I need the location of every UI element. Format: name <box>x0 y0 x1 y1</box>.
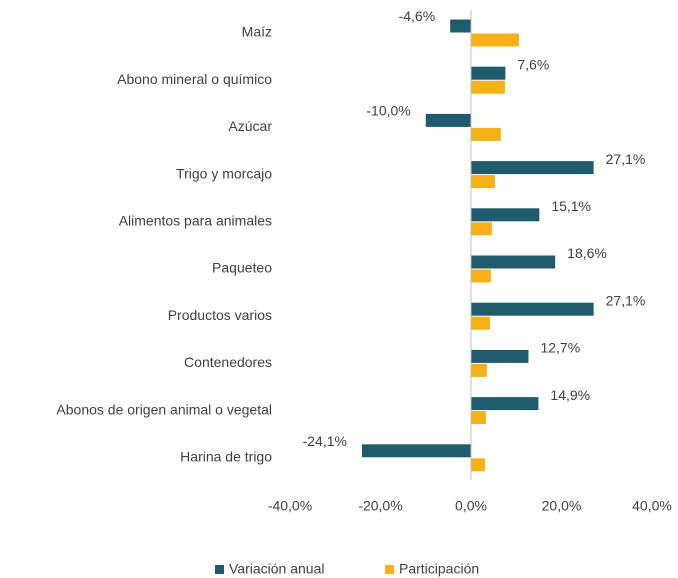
bar <box>471 127 501 141</box>
category-label: Productos varios <box>168 307 272 323</box>
bar <box>471 302 594 316</box>
data-label: 12,7% <box>540 340 580 356</box>
bar <box>450 19 471 33</box>
bar <box>471 349 529 363</box>
bar <box>471 222 492 236</box>
x-tick-label: 20,0% <box>542 498 582 514</box>
bar <box>471 363 487 377</box>
data-label: 27,1% <box>606 292 646 308</box>
x-tick-label: -40,0% <box>268 498 312 514</box>
category-label: Harina de trigo <box>180 449 272 465</box>
bar <box>471 175 495 189</box>
bar <box>471 161 594 175</box>
bar <box>471 208 540 222</box>
bar <box>471 33 519 47</box>
category-label: Alimentos para animales <box>119 213 272 229</box>
data-label: 15,1% <box>551 198 591 214</box>
bar <box>471 458 486 472</box>
bar <box>425 113 471 127</box>
category-label: Contenedores <box>184 354 272 370</box>
category-label: Maíz <box>242 24 272 40</box>
bar <box>471 80 505 94</box>
x-tick-label: 0,0% <box>455 498 487 514</box>
data-label: 7,6% <box>517 56 549 72</box>
legend-swatch <box>385 565 394 574</box>
category-label: Azúcar <box>228 118 272 134</box>
category-label: Paqueteo <box>212 260 272 276</box>
data-label: -24,1% <box>303 433 347 449</box>
bar <box>471 397 539 411</box>
bar <box>471 411 486 425</box>
bar <box>471 316 491 330</box>
category-label: Abonos de origen animal o vegetal <box>56 401 272 417</box>
x-tick-label: 40,0% <box>632 498 672 514</box>
bar <box>471 255 556 269</box>
category-label: Abono mineral o químico <box>117 71 272 87</box>
bar <box>471 66 506 80</box>
legend-label: Participación <box>399 561 479 577</box>
bar <box>361 444 471 458</box>
legend-label: Variación anual <box>229 561 324 577</box>
category-label: Trigo y morcajo <box>176 165 272 181</box>
bar <box>471 269 491 283</box>
data-label: -10,0% <box>366 103 410 119</box>
data-label: 27,1% <box>606 151 646 167</box>
data-label: 14,9% <box>550 387 590 403</box>
x-tick-label: -20,0% <box>358 498 402 514</box>
data-label: 18,6% <box>567 245 607 261</box>
legend-swatch <box>215 565 224 574</box>
data-label: -4,6% <box>399 8 436 24</box>
